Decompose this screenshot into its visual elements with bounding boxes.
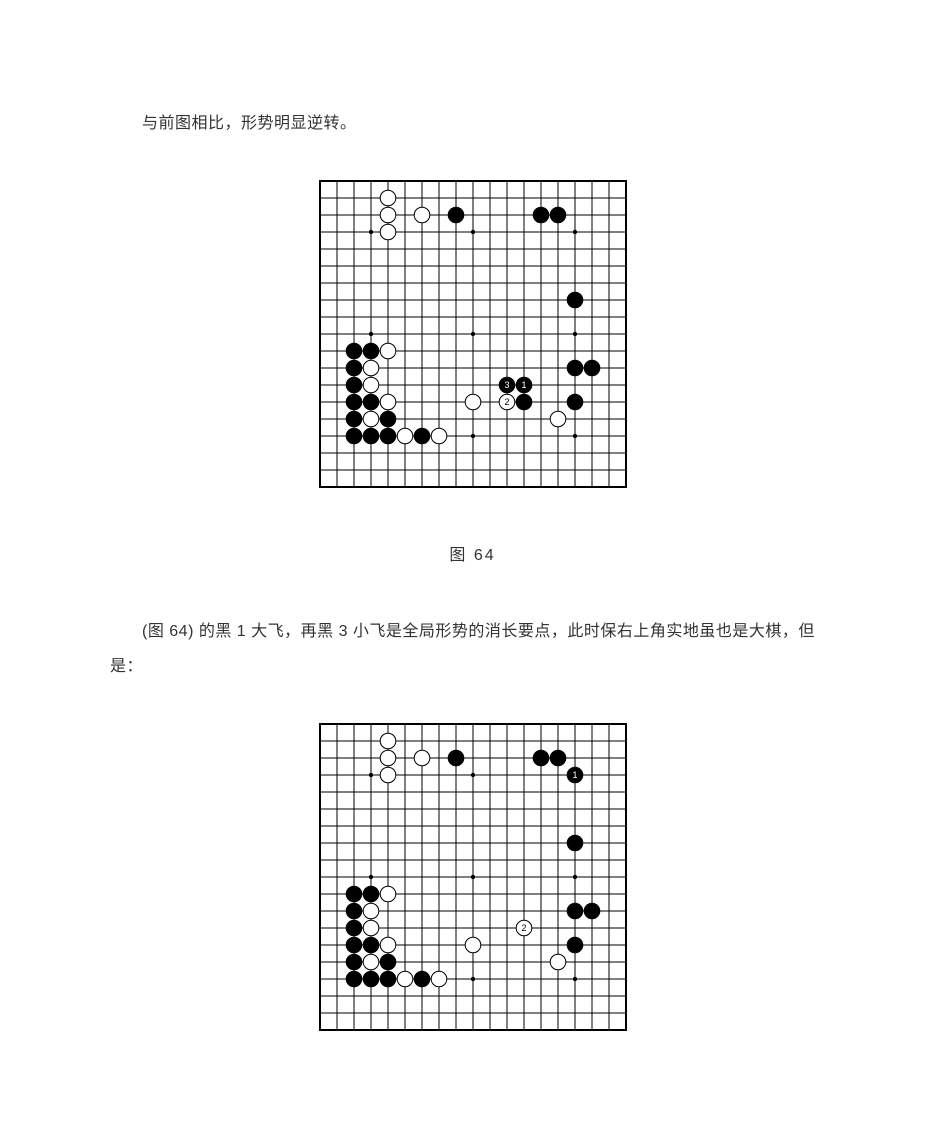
go-board-1: 3 1 2 xyxy=(310,171,636,497)
caption-figure-64: 图 64 xyxy=(110,538,835,573)
paragraph-2: (图 64) 的黑 1 大飞，再黑 3 小飞是全局形势的消长要点，此时保右上角实… xyxy=(110,614,835,684)
go-board-2: 12 xyxy=(310,714,636,1040)
paragraph-1: 与前图相比，形势明显逆转。 xyxy=(110,106,835,141)
svg-text:2: 2 xyxy=(504,397,509,407)
page: 与前图相比，形势明显逆转。 312 图 64 (图 64) 的黑 1 大飞，再黑… xyxy=(0,0,945,1133)
go-board-figure-64: 3 1 2 xyxy=(110,171,835,510)
svg-text:1: 1 xyxy=(572,770,577,780)
go-board-figure-next: 12 xyxy=(110,714,835,1053)
svg-text:2: 2 xyxy=(521,923,526,933)
svg-text:3: 3 xyxy=(504,380,509,390)
svg-text:1: 1 xyxy=(521,380,526,390)
